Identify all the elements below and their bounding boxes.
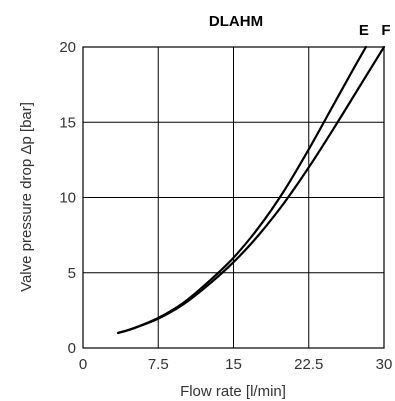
x-tick-label: 0 [79, 356, 87, 373]
series-layer [117, 45, 386, 335]
x-tick-labels: 0 7.5 15 22.5 30 [79, 356, 393, 373]
series-line-f [117, 45, 386, 335]
y-tick-label: 5 [68, 265, 76, 282]
y-tick-label: 15 [59, 114, 76, 131]
x-tick-label: 30 [376, 356, 393, 373]
chart-title: DLAHM [209, 13, 263, 30]
x-tick-label: 22.5 [294, 356, 323, 373]
plot-frame [82, 46, 385, 349]
grid [83, 47, 384, 348]
x-tick-label: 7.5 [148, 356, 169, 373]
series-label-e: E [359, 22, 369, 39]
x-tick-label: 15 [225, 356, 242, 373]
y-tick-label: 10 [59, 190, 76, 207]
y-tick-label: 20 [59, 39, 76, 56]
series-line-e [117, 45, 368, 335]
series-label-f: F [381, 22, 390, 39]
y-axis-label: Valve pressure drop Δp [bar] [18, 102, 35, 292]
y-tick-label: 0 [68, 340, 76, 357]
y-tick-labels: 0 5 10 15 20 [59, 39, 76, 357]
x-axis-label: Flow rate [l/min] [180, 383, 286, 400]
